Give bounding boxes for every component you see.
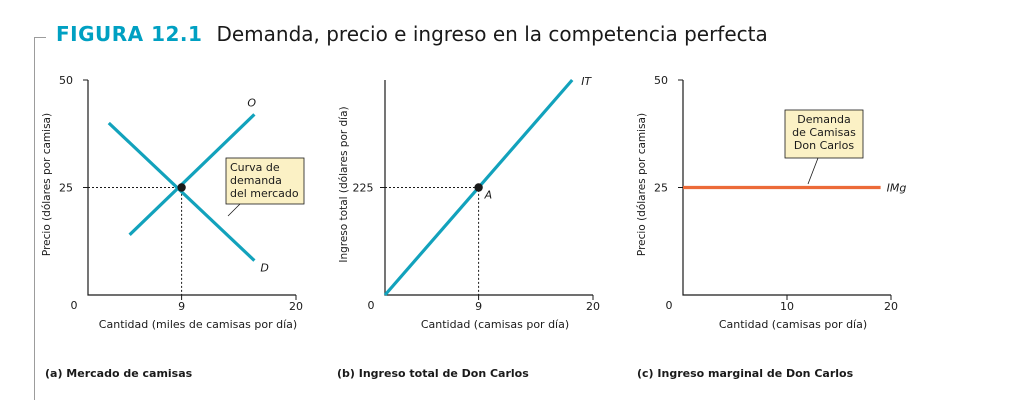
x-tick-label: 10 [780,300,794,313]
y-axis-label: Precio (dólares por camisa) [636,113,648,256]
callout-box [225,157,305,205]
x-tick-label: 20 [586,300,600,313]
chart-panel-2: 9 20 225 0 Cantidad (camisas por día) Ingreso… [337,75,600,380]
figure-number: FIGURA 12.1 [56,22,203,46]
y-tick-label: 25 [654,182,668,195]
callout-leader [807,157,819,185]
series-line-o [128,113,256,236]
figure-header: FIGURA 12.1 Demanda, precio e ingreso en … [56,22,768,46]
callout-text-line: del mercado [230,187,299,200]
callout-text-line: Don Carlos [794,139,854,152]
figure-frame-top [34,37,46,38]
y-tick-label: 50 [654,74,668,87]
axes [87,80,296,296]
callout-text-line: Curva de [230,161,280,174]
x-tick-label: 9 [178,300,185,313]
series-line-d [107,121,256,262]
axes [384,80,593,296]
y-tick-label: 225 [353,182,374,195]
series-label-o: O [247,96,256,109]
x-tick-label: 20 [289,300,303,313]
figure-title: Demanda, precio e ingreso en la competen… [216,22,768,46]
callout-leader [227,203,241,217]
panel-caption: (c) Ingreso marginal de Don Carlos [637,367,854,380]
chart-panel-1: 9 20 25 50 0 Cantidad (miles de camisas por d… [41,74,305,380]
equilibrium-guide-lines [88,187,183,295]
axes [682,80,891,296]
panel-caption: (b) Ingreso total de Don Carlos [337,367,529,380]
callout-text-line: de Camisas [792,126,856,139]
equilibrium-point [177,183,186,192]
x-axis-label: Cantidad (miles de camisas por día) [99,318,297,331]
origin-label: 0 [71,299,78,312]
x-tick-label: 20 [884,300,898,313]
figure-frame-left [34,37,35,400]
y-tick-label: 50 [59,74,73,87]
callout-text-line: Demanda [797,113,850,126]
point-a [474,183,483,192]
series-label-it: IT [581,75,592,88]
point-a-label: A [484,189,493,202]
origin-label: 0 [666,299,673,312]
origin-label: 0 [368,299,375,312]
x-axis-label: Cantidad (camisas por día) [719,318,867,331]
x-tick-label: 9 [475,300,482,313]
callout-text-line: demanda [230,174,282,187]
x-axis-label: Cantidad (camisas por día) [421,318,569,331]
y-tick-label: 25 [59,182,73,195]
y-axis-label: Ingreso total (dólares por día) [338,106,350,262]
series-label-img: IMg [887,182,907,195]
chart-panel-3: 10 20 25 50 0 Cantidad (camisas por día) Preci… [636,74,906,380]
callout-box [784,109,864,159]
series-label-d: D [260,262,268,275]
y-axis-label: Precio (dólares por camisa) [41,113,53,256]
panel-caption: (a) Mercado de camisas [45,367,193,380]
